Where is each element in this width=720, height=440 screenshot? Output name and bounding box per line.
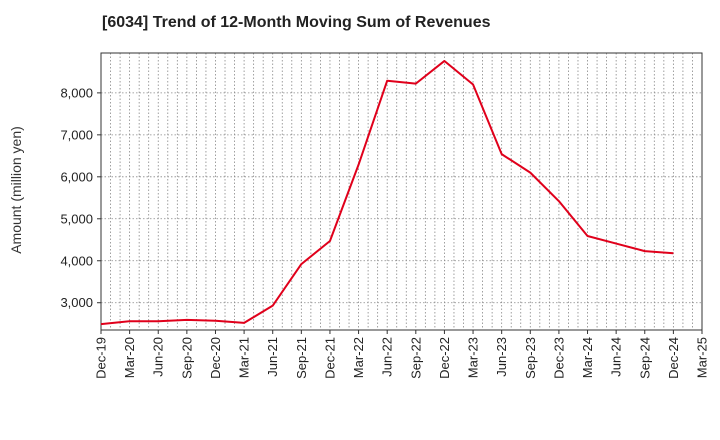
x-tick-label: Jun-22 bbox=[380, 337, 395, 377]
series-group bbox=[100, 59, 674, 326]
grid-lines bbox=[101, 53, 702, 330]
x-tick-label: Dec-21 bbox=[322, 337, 337, 379]
x-axis: Dec-19 Mar-20 Jun-20 Sep-20 Dec-20 Mar-21 Jun-… bbox=[94, 330, 710, 379]
x-tick-label: Jun-23 bbox=[494, 337, 509, 377]
x-tick-label: Dec-22 bbox=[437, 337, 452, 379]
x-tick-label: Jun-21 bbox=[265, 337, 280, 377]
x-tick-label: Sep-23 bbox=[523, 337, 538, 379]
x-tick-label: Jun-24 bbox=[609, 337, 624, 377]
x-tick-label: Sep-24 bbox=[637, 337, 652, 379]
y-tick-label: 4,000 bbox=[60, 253, 93, 268]
plot-frame bbox=[100, 52, 703, 331]
x-tick-label: Dec-23 bbox=[551, 337, 566, 379]
series-line bbox=[100, 59, 674, 326]
x-tick-label: Mar-21 bbox=[237, 337, 252, 378]
x-tick-label: Sep-22 bbox=[408, 337, 423, 379]
x-tick-label: Dec-19 bbox=[94, 337, 109, 379]
y-axis: 3,000 4,000 5,000 6,000 7,000 8,000 bbox=[60, 85, 101, 310]
y-tick-label: 7,000 bbox=[60, 127, 93, 142]
x-tick-label: Dec-20 bbox=[208, 337, 223, 379]
y-tick-label: 5,000 bbox=[60, 211, 93, 226]
chart-title: [6034] Trend of 12-Month Moving Sum of R… bbox=[102, 14, 491, 31]
y-tick-label: 8,000 bbox=[60, 85, 93, 100]
y-tick-label: 3,000 bbox=[60, 295, 93, 310]
y-tick-label: 6,000 bbox=[60, 169, 93, 184]
x-tick-label: Jun-20 bbox=[151, 337, 166, 377]
x-tick-label: Mar-23 bbox=[466, 337, 481, 378]
x-tick-label: Mar-20 bbox=[122, 337, 137, 378]
x-tick-label: Sep-20 bbox=[179, 337, 194, 379]
x-tick-label: Sep-21 bbox=[294, 337, 309, 379]
x-tick-label: Dec-24 bbox=[666, 337, 681, 379]
x-tick-label: Mar-24 bbox=[580, 337, 595, 378]
x-tick-label: Mar-25 bbox=[695, 337, 710, 378]
x-tick-label: Mar-22 bbox=[351, 337, 366, 378]
